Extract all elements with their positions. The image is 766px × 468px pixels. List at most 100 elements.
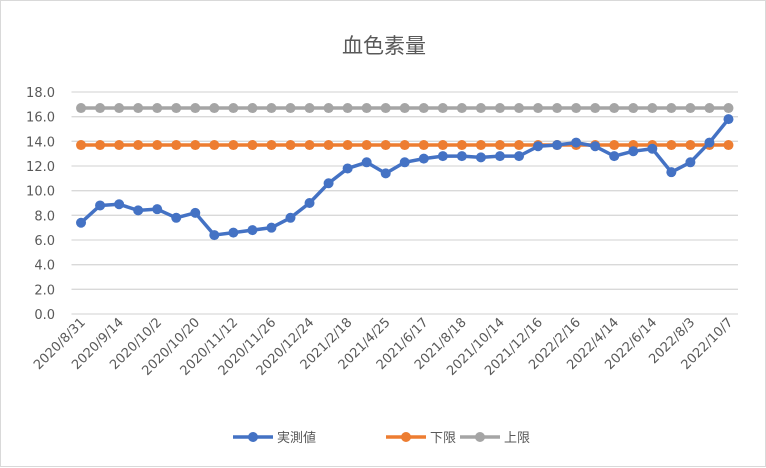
data-point: [475, 152, 486, 163]
data-point: [247, 140, 258, 151]
y-tick-label: 0.0: [34, 308, 55, 323]
data-point: [380, 103, 391, 114]
data-point: [456, 103, 467, 114]
data-point: [475, 103, 486, 114]
data-point: [266, 103, 277, 114]
data-point: [171, 140, 182, 151]
data-point: [494, 103, 505, 114]
data-point: [533, 103, 544, 114]
y-tick-label: 16.0: [26, 111, 55, 126]
data-point: [266, 140, 277, 151]
legend-marker: [401, 432, 411, 442]
data-point: [361, 140, 372, 151]
data-point: [418, 140, 429, 151]
data-point: [609, 103, 620, 114]
legend-label: 実測値: [277, 430, 316, 446]
data-point: [342, 103, 353, 114]
data-point: [285, 103, 296, 114]
y-tick-label: 10.0: [26, 185, 55, 200]
data-point: [590, 103, 601, 114]
legend-label: 上限: [504, 431, 530, 446]
data-point: [418, 103, 429, 114]
data-point: [685, 157, 696, 168]
data-point: [171, 212, 182, 223]
data-point: [666, 140, 677, 151]
data-point: [209, 140, 220, 151]
data-point: [171, 103, 182, 114]
data-point: [571, 137, 582, 148]
data-point: [494, 140, 505, 151]
data-point: [95, 103, 106, 114]
data-point: [666, 103, 677, 114]
data-point: [304, 198, 315, 208]
data-point: [323, 103, 334, 114]
data-point: [304, 103, 315, 114]
data-point: [399, 140, 410, 151]
data-point: [399, 103, 410, 114]
data-point: [95, 200, 106, 211]
data-point: [152, 140, 163, 151]
data-point: [628, 146, 639, 157]
data-point: [533, 141, 544, 152]
data-point: [76, 103, 87, 114]
data-point: [247, 225, 258, 236]
data-point: [323, 178, 334, 189]
legend-marker: [475, 432, 485, 442]
data-point: [361, 103, 372, 114]
y-tick-label: 2.0: [34, 283, 55, 298]
data-point: [628, 103, 639, 114]
chart-title: 血色素量: [342, 34, 426, 58]
data-point: [456, 151, 467, 162]
data-point: [152, 103, 163, 114]
data-point: [494, 151, 505, 162]
data-point: [685, 103, 696, 114]
y-tick-label: 6.0: [34, 234, 55, 249]
y-tick-label: 18.0: [26, 86, 55, 101]
data-point: [323, 140, 334, 151]
data-point: [133, 140, 144, 151]
data-point: [647, 143, 658, 154]
data-point: [685, 140, 696, 151]
data-point: [552, 103, 563, 114]
data-point: [704, 103, 715, 114]
data-point: [114, 103, 125, 114]
data-point: [342, 163, 353, 174]
data-point: [514, 103, 525, 114]
data-point: [247, 103, 258, 114]
data-point: [190, 207, 201, 218]
data-point: [304, 140, 315, 151]
data-point: [342, 140, 353, 151]
data-point: [437, 140, 448, 151]
data-point: [95, 140, 106, 151]
data-point: [285, 212, 296, 223]
y-tick-label: 12.0: [26, 160, 55, 175]
data-point: [228, 140, 239, 151]
data-point: [152, 204, 163, 215]
data-point: [437, 151, 448, 162]
data-point: [590, 141, 601, 152]
y-tick-label: 14.0: [26, 135, 55, 150]
data-point: [114, 199, 125, 210]
data-point: [285, 140, 296, 151]
data-point: [114, 140, 125, 151]
data-point: [552, 140, 563, 151]
data-point: [380, 140, 391, 151]
data-point: [190, 103, 201, 114]
data-point: [437, 103, 448, 114]
data-point: [380, 168, 391, 179]
data-point: [456, 140, 467, 151]
data-point: [704, 137, 715, 148]
y-tick-label: 8.0: [34, 209, 55, 224]
legend-label: 下限: [430, 431, 456, 446]
data-point: [666, 167, 677, 178]
data-point: [133, 103, 144, 114]
data-point: [76, 140, 87, 151]
data-point: [209, 103, 220, 114]
data-point: [418, 153, 429, 164]
legend-marker: [248, 432, 258, 442]
data-point: [361, 157, 372, 168]
data-point: [514, 151, 525, 162]
data-point: [571, 103, 582, 114]
